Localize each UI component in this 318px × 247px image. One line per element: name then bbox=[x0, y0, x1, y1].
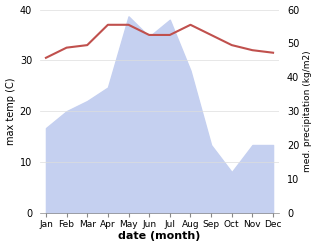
Y-axis label: med. precipitation (kg/m2): med. precipitation (kg/m2) bbox=[303, 50, 313, 172]
Y-axis label: max temp (C): max temp (C) bbox=[5, 77, 16, 145]
X-axis label: date (month): date (month) bbox=[118, 231, 201, 242]
